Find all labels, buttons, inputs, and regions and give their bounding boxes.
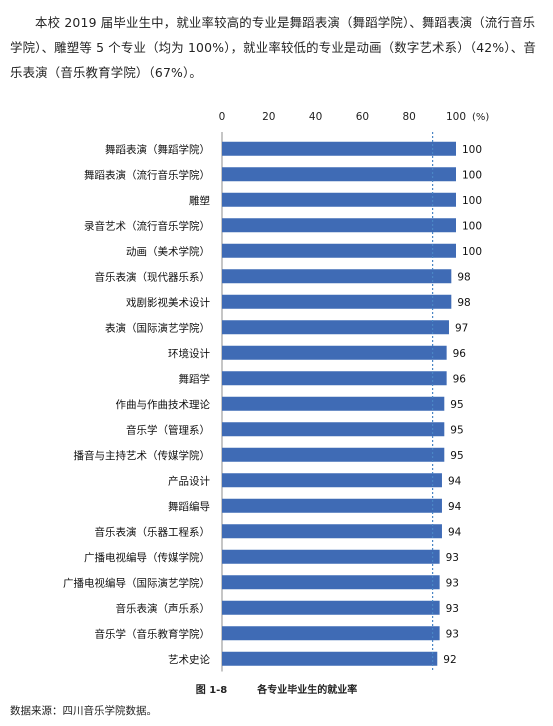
- value-label: 95: [450, 399, 463, 411]
- value-label: 93: [446, 552, 459, 564]
- value-label: 100: [462, 220, 482, 232]
- bar: [222, 167, 456, 182]
- bar: [222, 473, 442, 488]
- value-label: 100: [462, 169, 482, 181]
- value-label: 95: [450, 424, 463, 436]
- bar: [222, 294, 452, 309]
- x-tick-label: 60: [356, 111, 369, 123]
- bar: [222, 320, 449, 335]
- x-tick-label: 100: [446, 111, 466, 123]
- category-label: 戏剧影视美术设计: [126, 296, 210, 309]
- bar: [222, 269, 452, 284]
- category-label: 舞蹈编导: [168, 500, 210, 513]
- category-label: 舞蹈表演（流行音乐学院）: [84, 168, 210, 181]
- x-tick-label: 20: [262, 111, 275, 123]
- category-label: 动画（美术学院）: [126, 245, 210, 258]
- bar: [222, 447, 445, 462]
- figure-title: 各专业毕业生的就业率: [257, 685, 358, 696]
- value-label: 94: [448, 526, 462, 538]
- category-label: 音乐学（音乐教育学院）: [95, 627, 211, 640]
- category-label: 作曲与作曲技术理论: [116, 398, 211, 411]
- x-axis-unit: (%): [472, 112, 489, 123]
- bar: [222, 218, 456, 233]
- bar: [222, 243, 456, 258]
- bar: [222, 600, 440, 615]
- bar: [222, 524, 442, 539]
- category-label: 表演（国际演艺学院）: [105, 321, 210, 334]
- category-label: 音乐表演（乐器工程系）: [95, 525, 211, 538]
- category-label: 播音与主持艺术（传媒学院）: [74, 449, 211, 462]
- category-label: 雕塑: [189, 194, 210, 207]
- bar: [222, 345, 447, 360]
- bars: [222, 141, 456, 666]
- bar: [222, 626, 440, 641]
- value-label: 94: [448, 501, 462, 513]
- bar: [222, 192, 456, 207]
- bar: [222, 575, 440, 590]
- value-label: 100: [462, 246, 482, 258]
- x-tick-label: 40: [309, 111, 322, 123]
- intro-paragraph: 本校 2019 届毕业生中，就业率较高的专业是舞蹈表演（舞蹈学院）、舞蹈表演（流…: [10, 15, 536, 80]
- x-axis-ticks: 0 20 40 60 80 100: [219, 111, 466, 123]
- value-label: 93: [446, 628, 459, 640]
- value-label: 100: [462, 195, 482, 207]
- bar: [222, 498, 442, 513]
- bar: [222, 549, 440, 564]
- category-label: 舞蹈表演（舞蹈学院）: [105, 143, 210, 156]
- bar: [222, 651, 438, 666]
- bar: [222, 396, 445, 411]
- employment-rate-bar-chart: 0 20 40 60 80 100 (%) 舞蹈表演（舞蹈学院） 舞蹈表演（流行音乐学院） 雕…: [63, 111, 489, 672]
- category-label: 音乐表演（声乐系）: [116, 602, 211, 615]
- value-label: 93: [446, 577, 459, 589]
- value-label: 94: [448, 475, 462, 487]
- value-label: 96: [453, 348, 467, 360]
- category-label: 环境设计: [168, 347, 210, 360]
- value-label: 95: [450, 450, 463, 462]
- category-label: 产品设计: [168, 474, 210, 487]
- value-label: 92: [443, 654, 456, 666]
- category-label: 舞蹈学: [179, 372, 211, 385]
- value-label: 100: [462, 144, 482, 156]
- figure-caption: 图 1-8 各专业毕业生的就业率: [0, 681, 553, 696]
- bar: [222, 141, 456, 156]
- category-label: 录音艺术（流行音乐学院）: [84, 219, 210, 232]
- bar: [222, 371, 447, 386]
- value-label: 93: [446, 603, 459, 615]
- data-source-note: 数据来源：四川音乐学院数据。: [10, 705, 157, 717]
- category-label: 音乐表演（现代器乐系）: [95, 270, 211, 283]
- value-label: 96: [453, 373, 467, 385]
- category-label: 广播电视编导（国际演艺学院）: [63, 576, 210, 589]
- value-label: 98: [457, 297, 470, 309]
- category-label: 音乐学（管理系）: [126, 423, 210, 436]
- x-tick-label: 80: [403, 111, 416, 123]
- bar: [222, 422, 445, 437]
- category-label: 艺术史论: [168, 653, 210, 666]
- figure-number: 图 1-8: [195, 685, 228, 696]
- x-tick-label: 0: [219, 111, 226, 123]
- category-label: 广播电视编导（传媒学院）: [84, 551, 210, 564]
- value-label: 98: [457, 271, 470, 283]
- value-labels: 100 100 100 100 100 98 98 97 96 96 95 95 95 94 94 94 93 9…: [443, 144, 482, 666]
- value-label: 97: [455, 322, 468, 334]
